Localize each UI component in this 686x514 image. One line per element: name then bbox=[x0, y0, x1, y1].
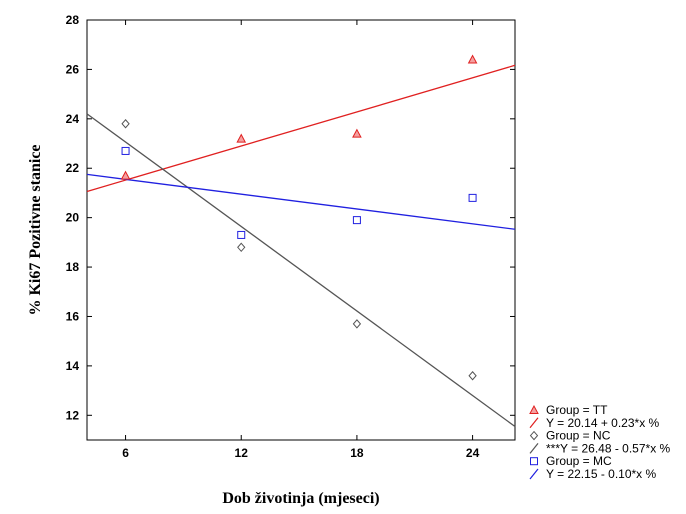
y-tick-label: 24 bbox=[66, 112, 80, 126]
legend-marker bbox=[529, 404, 539, 414]
data-point bbox=[468, 371, 477, 381]
legend-line-swatch bbox=[529, 417, 539, 429]
plot-frame bbox=[86, 19, 516, 441]
fit-line bbox=[86, 113, 516, 428]
y-axis: 12 14 16 18 20 22 24 26 28 bbox=[66, 13, 515, 422]
legend-marker bbox=[530, 457, 538, 466]
y-tick-label: 20 bbox=[66, 211, 80, 225]
legend-entry: Group = MC bbox=[546, 454, 612, 468]
y-tick-label: 16 bbox=[66, 309, 80, 323]
legend-marker bbox=[529, 430, 539, 441]
data-point bbox=[121, 146, 130, 155]
y-tick-label: 26 bbox=[66, 62, 80, 76]
x-axis-title: Dob životinja (mjeseci) bbox=[222, 490, 379, 507]
data-markers bbox=[120, 54, 478, 381]
data-point bbox=[237, 230, 246, 239]
y-tick-label: 18 bbox=[66, 260, 80, 274]
legend-fit-label: ***Y = 26.48 - 0.57*x % bbox=[546, 441, 671, 455]
fit-lines bbox=[86, 64, 516, 428]
legend-entry: Group = TT bbox=[546, 403, 608, 417]
x-tick-label: 12 bbox=[235, 446, 249, 460]
data-point bbox=[352, 128, 362, 138]
y-tick-label: 28 bbox=[66, 13, 80, 27]
x-tick-label: 6 bbox=[122, 446, 129, 460]
data-point bbox=[237, 242, 246, 253]
y-tick-label: 12 bbox=[66, 408, 80, 422]
legend-line-swatch bbox=[529, 443, 539, 454]
data-point bbox=[467, 54, 478, 64]
y-axis-title: % Ki67 Pozitivne stanice bbox=[27, 144, 44, 315]
x-tick-label: 18 bbox=[350, 446, 364, 460]
fit-line bbox=[86, 64, 516, 193]
data-point bbox=[352, 216, 361, 225]
y-tick-label: 14 bbox=[66, 359, 80, 373]
data-point bbox=[121, 119, 130, 129]
fit-line bbox=[86, 173, 516, 230]
legend-fit-label: Y = 20.14 + 0.23*x % bbox=[546, 416, 660, 430]
legend-line-swatch bbox=[529, 468, 539, 480]
x-axis: 6 12 18 24 bbox=[122, 20, 480, 460]
data-point bbox=[468, 193, 477, 202]
legend-fit-label: Y = 22.15 - 0.10*x % bbox=[546, 467, 657, 481]
x-tick-label: 24 bbox=[466, 446, 480, 460]
data-point bbox=[352, 319, 362, 329]
legend: Group = TTY = 20.14 + 0.23*x %Group = NC… bbox=[529, 403, 671, 481]
data-point bbox=[236, 133, 247, 143]
data-point bbox=[120, 170, 131, 180]
y-tick-label: 22 bbox=[66, 161, 80, 175]
legend-entry: Group = NC bbox=[546, 429, 611, 443]
plot-area bbox=[86, 19, 516, 441]
